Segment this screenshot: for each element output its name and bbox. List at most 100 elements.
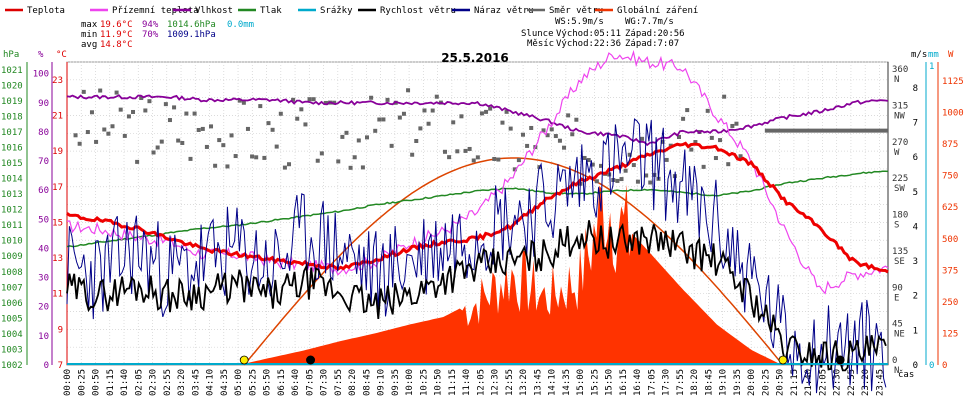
wind-direction-point (81, 89, 86, 94)
wind-direction-point (122, 133, 127, 138)
x-tick: 07:30 (320, 369, 330, 396)
wind-direction-point (176, 138, 181, 143)
legend-label: Tlak (260, 6, 282, 16)
x-tick: 09:10 (377, 369, 387, 396)
direction-tick: 90 (892, 283, 903, 293)
pressure-tick: 1006 (1, 299, 23, 309)
wind-direction-point (381, 117, 386, 122)
pressure-tick: 1012 (1, 206, 23, 216)
wind-direction-point (623, 168, 628, 173)
wind-direction-point (414, 138, 419, 143)
wind-tick: 2 (913, 292, 918, 302)
x-tick: 14:10 (548, 369, 558, 396)
wind-direction-point (479, 111, 484, 116)
right-axes: m/s mm W0N45NE90E135SE180S225SW270W315NW36… (887, 50, 964, 376)
rain-tick: 0 (929, 361, 934, 371)
wind-direction-point (287, 162, 292, 167)
stat-temp: 14.8°C (100, 40, 133, 50)
wind-direction-point (184, 111, 189, 116)
direction-tick: 45 (892, 320, 903, 330)
legend-label: Přízemní teplota (112, 6, 199, 16)
stat-pressure: 1014.6hPa (167, 20, 216, 30)
wind-direction-point (348, 165, 353, 170)
legend-label: Směr větru (549, 6, 603, 16)
x-tick: 00:25 (77, 369, 87, 396)
rain-unit: mm (928, 50, 939, 60)
wind-tick: 7 (913, 119, 918, 129)
wind-direction-point (541, 128, 546, 133)
wind-direction-point (204, 144, 209, 149)
moon-rise: Východ:22:36 (556, 39, 621, 49)
x-tick: 22:55 (847, 369, 857, 396)
wind-direction-point (488, 106, 493, 111)
wind-direction-point (644, 173, 649, 178)
wind-direction-point (295, 116, 300, 121)
wind-direction-point (619, 177, 624, 182)
wind-direction-point (734, 121, 739, 126)
x-tick: 06:40 (291, 369, 301, 396)
wind-direction-point (221, 143, 226, 148)
pressure-tick: 1004 (1, 330, 23, 340)
wind-direction-point (360, 165, 365, 170)
x-tick: 20:25 (761, 369, 771, 396)
x-tick: 10:50 (434, 369, 444, 396)
wind-direction-point (233, 154, 238, 159)
wind-direction-point (332, 100, 337, 105)
wind-direction-point (147, 99, 152, 104)
wind-direction-point (582, 155, 587, 160)
x-tick: 04:35 (220, 369, 230, 396)
humidity-tick: 60 (38, 186, 49, 196)
x-tick: 22:05 (818, 369, 828, 396)
direction-tick-label: SW (894, 184, 905, 194)
temperature-unit: °C (56, 50, 67, 60)
direction-tick: 0 (892, 356, 897, 366)
x-tick: 12:05 (476, 369, 486, 396)
temperature-tick: 19 (52, 147, 63, 157)
x-tick: 02:55 (163, 369, 173, 396)
radiation-area (238, 184, 782, 365)
wind-direction-point (722, 94, 727, 99)
stat-label: avg (81, 40, 97, 50)
wind-direction-point (307, 97, 312, 102)
wind-unit: m/s (911, 50, 927, 60)
wind-direction-point (516, 158, 521, 163)
pressure-tick: 1008 (1, 268, 23, 278)
wind-direction-point (200, 126, 205, 131)
wind-direction-point (467, 146, 472, 151)
wind-direction-point (500, 120, 505, 125)
wind-direction-point (344, 130, 349, 135)
wind-direction-point (315, 158, 320, 163)
x-tick: 12:55 (505, 369, 515, 396)
x-axis-label: čas (898, 369, 914, 380)
temperature-tick: 9 (58, 325, 63, 335)
wind-direction-point (648, 180, 653, 185)
pressure-tick: 1016 (1, 143, 23, 153)
left-axes: hPa% °C1002100310041005100610071008100910… (1, 50, 68, 371)
wind-direction-point (217, 138, 222, 143)
x-tick: 01:40 (120, 369, 130, 396)
radiation-tick: 500 (942, 235, 958, 245)
direction-tick: 315 (892, 101, 908, 111)
x-tick: 03:20 (177, 369, 187, 396)
wind-direction-point (352, 155, 357, 160)
stat-temp: 11.9°C (100, 30, 133, 40)
pressure-tick: 1005 (1, 314, 23, 324)
wind-direction-point (266, 121, 271, 126)
legend-label: Rychlost větru (380, 6, 456, 16)
legend-label: Náraz větru (474, 6, 534, 16)
wind-direction-point (319, 151, 324, 156)
humidity-tick: 80 (38, 128, 49, 138)
stat-humidity: 70% (142, 30, 159, 40)
wind-direction-point (701, 164, 706, 169)
x-tick: 10:00 (405, 369, 415, 396)
direction-tick-label: N (894, 75, 899, 85)
wind-direction-point (126, 114, 131, 119)
wind-direction-point (389, 143, 394, 148)
temperature-tick: 11 (52, 290, 63, 300)
plot-area (66, 49, 889, 394)
wind-direction-point (323, 100, 328, 105)
humidity-tick: 30 (38, 274, 49, 284)
humidity-tick: 100 (33, 70, 49, 80)
wind-direction-point (705, 108, 710, 113)
